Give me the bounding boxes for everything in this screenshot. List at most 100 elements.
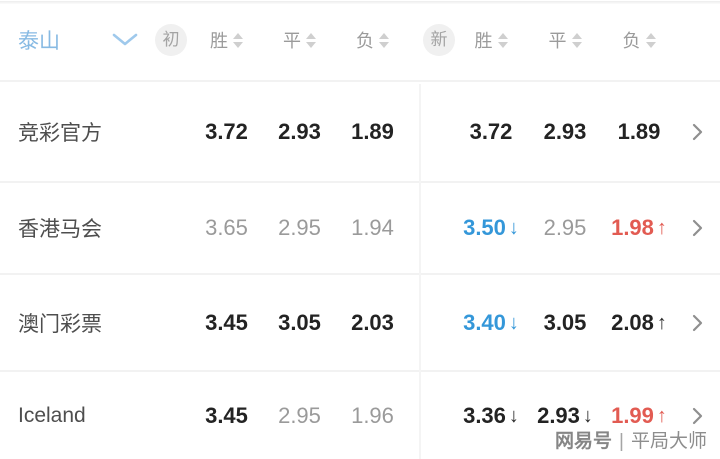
watermark-brand: 网易号: [555, 431, 613, 452]
odds-table-body: 竞彩官方 3.72 2.93 1.89 3.72 2.93 1.89 香港马会 3.65…: [0, 82, 720, 459]
odds-cell: 2.93 ↓: [528, 403, 602, 429]
odds-cell: 3.40 ↓: [454, 310, 528, 336]
odds-value: 1.98: [611, 215, 654, 240]
odds-cell: 2.95: [528, 215, 602, 241]
odds-value: 2.08: [611, 309, 654, 335]
live-odds: 3.36 ↓ 2.93 ↓ 1.99 ↑: [454, 403, 676, 429]
odds-cell: 2.08 ↑: [602, 310, 676, 336]
column-label-draw: 平: [548, 31, 567, 51]
odds-cell: 2.95: [263, 215, 336, 241]
sort-live-draw[interactable]: 平: [528, 27, 602, 53]
odds-value: 2.03: [351, 309, 394, 335]
odds-value: 1.96: [351, 402, 394, 428]
odds-value: 2.95: [543, 215, 587, 240]
odds-cell: 3.05: [263, 310, 336, 336]
watermark: 网易号 | 平局大师: [555, 426, 707, 453]
odds-cell: 1.96: [336, 403, 409, 429]
odds-cell: 2.93: [528, 119, 602, 145]
live-odds-badge: 新: [423, 24, 455, 56]
odds-value: 3.45: [205, 402, 248, 428]
bookmaker-row[interactable]: 竞彩官方 3.72 2.93 1.89 3.72 2.93 1.89: [0, 82, 720, 183]
odds-cell: 2.93: [263, 119, 336, 145]
chevron-right-icon: [692, 407, 703, 424]
bookmaker-row[interactable]: 澳门彩票 3.45 3.05 2.03 3.40 ↓ 3.05 2.08 ↑: [0, 275, 720, 372]
odds-cell: 1.98 ↑: [602, 215, 676, 241]
chevron-right-icon: [692, 219, 703, 237]
odds-value: 1.94: [351, 215, 394, 240]
odds-cell: 2.03: [336, 310, 409, 336]
vertical-divider: [419, 84, 421, 459]
sort-arrows-icon: [379, 32, 389, 48]
odds-value: 1.89: [351, 118, 394, 144]
odds-cell: 3.05: [528, 310, 602, 336]
odds-value: 2.95: [278, 215, 321, 240]
live-odds: 3.40 ↓ 3.05 2.08 ↑: [454, 310, 676, 336]
table-header: 泰山 初 新 胜 平 负 胜: [0, 0, 720, 82]
column-label-win: 胜: [474, 31, 493, 51]
odds-value: 2.93: [537, 402, 580, 428]
odds-cell: 1.89: [602, 119, 676, 145]
arrow-down-icon: ↓: [508, 311, 519, 334]
bookmaker-row[interactable]: 香港马会 3.65 2.95 1.94 3.50 ↓ 2.95 1.98 ↑: [0, 183, 720, 275]
odds-value: 3.72: [205, 118, 248, 144]
arrow-down-icon: ↓: [508, 217, 519, 239]
live-odds: 3.50 ↓ 2.95 1.98 ↑: [454, 215, 676, 241]
bookmaker-name: 澳门彩票: [18, 312, 102, 336]
odds-cell: 3.50 ↓: [454, 215, 528, 241]
bookmaker-name: 香港马会: [18, 218, 102, 241]
odds-cell: 3.45: [190, 310, 263, 336]
sort-live-lose[interactable]: 负: [602, 27, 676, 53]
odds-value: 3.05: [278, 309, 321, 335]
sort-arrows-icon: [233, 32, 243, 48]
arrow-down-icon: ↓: [582, 404, 593, 427]
sort-arrows-icon: [497, 32, 508, 48]
sort-live-win[interactable]: 胜: [454, 27, 528, 53]
odds-cell: 3.36 ↓: [454, 403, 528, 429]
arrow-up-icon: ↑: [656, 311, 667, 334]
arrow-down-icon: ↓: [508, 404, 519, 427]
odds-value: 3.05: [543, 309, 587, 335]
top-divider: [0, 1, 720, 4]
arrow-up-icon: ↑: [656, 404, 667, 427]
bookmaker-name: Iceland: [18, 403, 86, 427]
live-odds: 3.72 2.93 1.89: [454, 119, 676, 145]
odds-cell: 1.94: [336, 215, 409, 241]
odds-cell: 3.72: [190, 119, 263, 145]
column-label-lose: 负: [356, 31, 374, 51]
initial-odds: 3.65 2.95 1.94: [190, 215, 409, 241]
sort-initial-draw[interactable]: 平: [263, 27, 336, 53]
sort-initial-win[interactable]: 胜: [190, 27, 263, 53]
column-label-win: 胜: [210, 31, 228, 51]
odds-cell: 1.99 ↑: [602, 403, 676, 429]
odds-value: 3.50: [463, 215, 506, 240]
sort-arrows-icon: [306, 32, 316, 48]
initial-odds-header-group: 胜 平 负: [190, 27, 409, 53]
odds-value: 3.72: [469, 118, 513, 144]
odds-value: 3.36: [463, 402, 506, 428]
initial-odds: 3.45 3.05 2.03: [190, 310, 409, 336]
chevron-right-icon: [692, 314, 703, 331]
bookmaker-row[interactable]: Iceland 3.45 2.95 1.96 3.36 ↓ 2.93 ↓ 1.99 ↑: [0, 372, 720, 459]
sort-arrows-icon: [645, 32, 656, 48]
odds-value: 3.65: [205, 215, 248, 240]
odds-value: 1.99: [611, 402, 654, 428]
team-selector[interactable]: 泰山: [0, 25, 190, 55]
odds-cell: 3.65: [190, 215, 263, 241]
column-label-draw: 平: [283, 31, 301, 51]
watermark-author: 平局大师: [630, 431, 707, 452]
initial-odds-badge: 初: [155, 24, 187, 56]
sort-arrows-icon: [571, 32, 582, 48]
team-name: 泰山: [18, 30, 60, 53]
chevron-down-icon: [112, 33, 138, 46]
sort-initial-lose[interactable]: 负: [336, 27, 409, 53]
odds-value: 2.93: [278, 118, 321, 144]
live-odds-header-group: 胜 平 负: [454, 27, 676, 53]
column-label-lose: 负: [622, 31, 641, 51]
odds-value: 2.93: [543, 118, 587, 144]
initial-odds: 3.45 2.95 1.96: [190, 403, 409, 429]
initial-odds: 3.72 2.93 1.89: [190, 119, 409, 145]
odds-cell: 3.72: [454, 119, 528, 145]
odds-value: 1.89: [617, 118, 661, 144]
odds-value: 2.95: [278, 402, 321, 428]
